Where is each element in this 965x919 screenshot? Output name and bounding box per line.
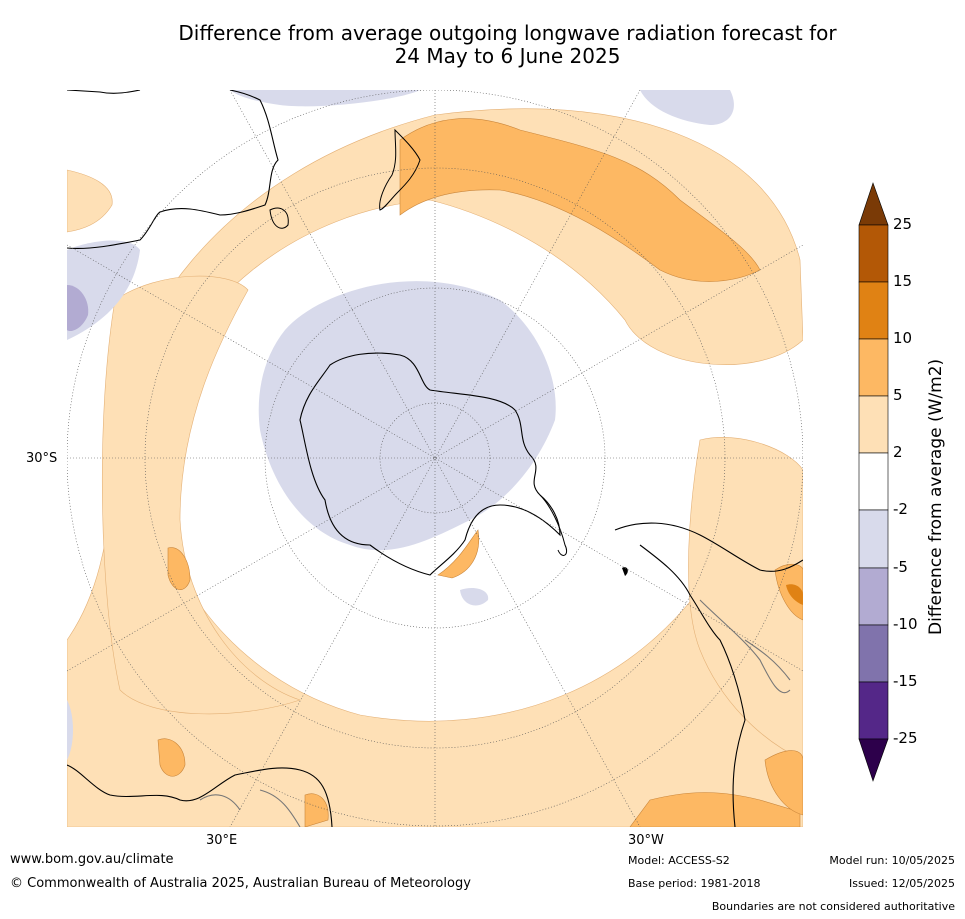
footer-website[interactable]: www.bom.gov.au/climate [10, 852, 174, 867]
australia-coastline [67, 90, 279, 249]
colorbar-tick-label: 10 [893, 329, 913, 347]
colorbar-10-15 [858, 281, 889, 340]
south-america-coastline [614, 522, 803, 827]
colorbar-tick-label: 15 [893, 272, 913, 290]
anomaly-zone-m2-m5-sm [460, 588, 489, 606]
colorbar-m10-m5 [858, 567, 889, 626]
colorbar-tick-label: -10 [893, 615, 918, 633]
anomaly-zone-5-10-s [304, 793, 329, 827]
anomaly-zone-2-5-nw [67, 169, 113, 233]
anomaly-zone-5-10-sw [157, 738, 186, 777]
graticule [67, 90, 803, 827]
africa-borders [199, 789, 301, 827]
lat-label-30s: 30°S [26, 451, 58, 466]
colorbar-m15-m10 [858, 624, 889, 683]
africa-coastline [67, 764, 333, 827]
colorbar-tick-label: 2 [893, 443, 903, 461]
anomaly-zone-5-10-south [629, 792, 801, 827]
anomaly-zone-5-10-west [167, 547, 191, 590]
colorbar-top-extension [858, 182, 889, 226]
lon-label-30e: 30°E [206, 833, 238, 848]
colorbar-title: Difference from average (W/m2) [926, 358, 946, 635]
tasmania [269, 207, 289, 229]
anomaly-zone-m2-m5-north [230, 90, 420, 107]
colorbar-15-25 [858, 224, 889, 283]
anomaly-zone-2-5-east [688, 437, 803, 761]
colorbar-5-10 [858, 338, 889, 397]
footer-issued: Issued: 12/05/2025 [848, 877, 955, 890]
colorbar-tick-label: -15 [893, 672, 918, 690]
colorbar-tick-label: 25 [893, 215, 913, 233]
lon-label-30w: 30°W [628, 833, 664, 848]
anomaly-zone-m2-m5-antarctic [258, 281, 556, 551]
map-area [67, 90, 803, 827]
colorbar-tick-label: -5 [893, 558, 908, 576]
anomaly-zone-2-5-west [101, 275, 301, 715]
title-line-1: Difference from average outgoing longwav… [178, 21, 837, 45]
footer-model: Model: ACCESS-S2 [628, 854, 730, 867]
anomaly-zone-5-10-se [764, 750, 803, 816]
falkland-islands [622, 567, 628, 576]
colorbar-bottom-extension [858, 738, 889, 782]
anomaly-zone-m5-m10 [67, 285, 89, 332]
anomaly-zone-2-5-sector [437, 529, 480, 579]
colorbar [858, 182, 889, 782]
anomaly-zone-m2-m5-ne [640, 90, 734, 125]
south-america-borders [699, 599, 791, 693]
colorbar-m5-m2 [858, 509, 889, 569]
colorbar-tick-label: -25 [893, 729, 918, 747]
colorbar-m2-2 [858, 452, 889, 511]
colorbar-m25-m15 [858, 681, 889, 740]
colorbar-tick-label: -2 [893, 500, 908, 518]
footer-base-period: Base period: 1981-2018 [628, 877, 761, 890]
title-line-2: 24 May to 6 June 2025 [394, 44, 621, 68]
anomaly-zone-10-15 [786, 584, 803, 605]
footer-copyright: © Commonwealth of Australia 2025, Austra… [10, 876, 471, 891]
anomaly-zone-5-10-north [399, 118, 761, 282]
antarctica-coastline [299, 352, 561, 576]
antarctic-peninsula [539, 494, 568, 556]
colorbar-2-5 [858, 395, 889, 454]
colorbar-tick-label: 5 [893, 386, 903, 404]
chart-title: Difference from average outgoing longwav… [110, 22, 905, 68]
footer-model-run: Model run: 10/05/2025 [829, 854, 955, 867]
anomaly-zone-m2-m5-sw [67, 700, 73, 760]
new-zealand [379, 128, 421, 211]
footer-disclaimer: Boundaries are not considered authoritat… [711, 900, 955, 913]
